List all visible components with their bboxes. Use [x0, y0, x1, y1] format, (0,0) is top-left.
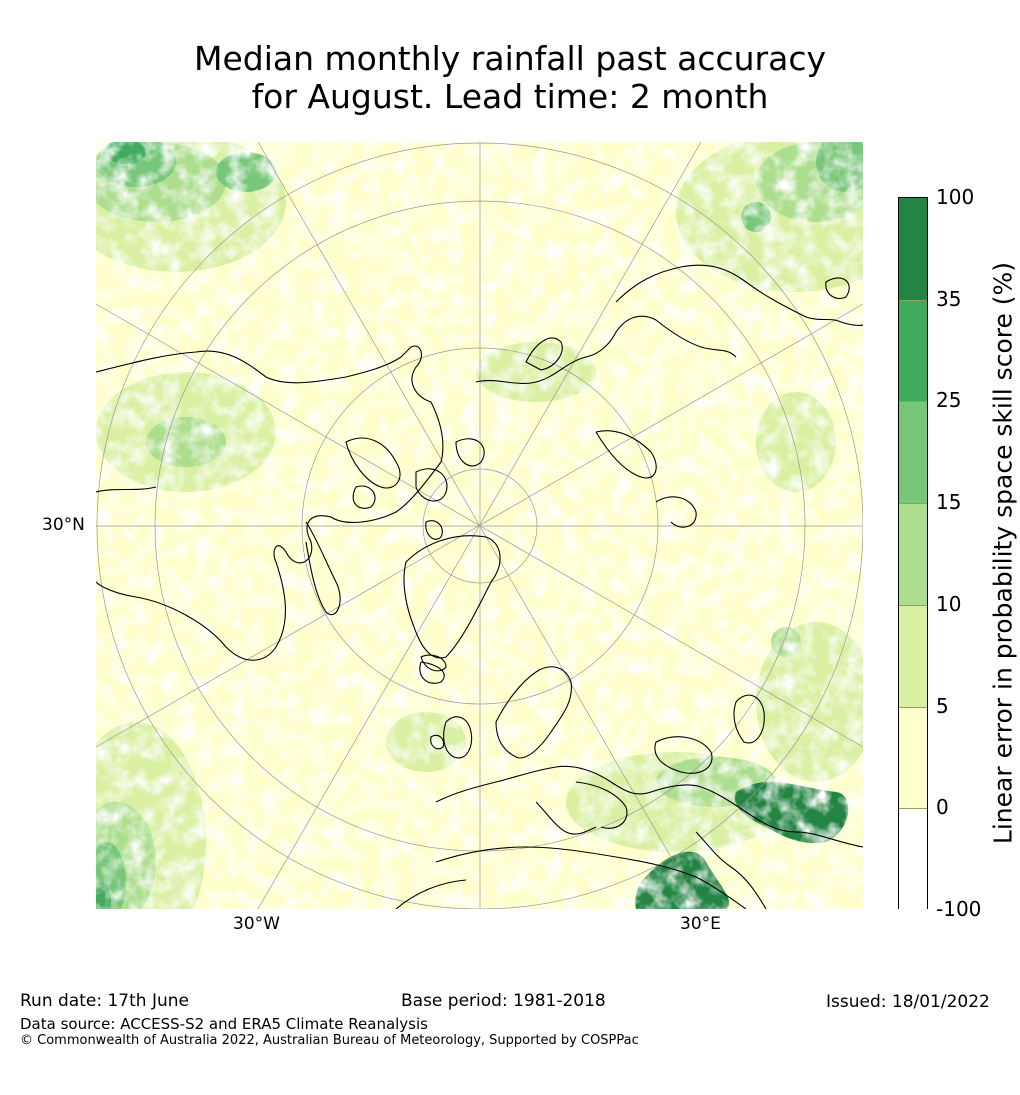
issued-date: Issued: 18/01/2022 [826, 992, 990, 1012]
colorbar-tick-label: 10 [936, 591, 962, 616]
colorbar-bin [899, 299, 927, 402]
run-date: Run date: 17th June [20, 991, 189, 1011]
colorbar-bin [899, 808, 927, 910]
colorbar-tick-label: 25 [936, 388, 962, 413]
colorbar-tick-label: -100 [936, 897, 982, 921]
lon-label-30e: 30°E [680, 914, 721, 934]
colorbar-bin [899, 503, 927, 605]
base-period: Base period: 1981-2018 [401, 991, 606, 1011]
lat-label-30n: 30°N [42, 515, 85, 535]
colorbar-tick-label: 15 [936, 490, 962, 515]
colorbar-bin [899, 604, 927, 707]
colorbar-bin [899, 198, 927, 300]
polar-map [96, 142, 863, 909]
chart-title: Median monthly rainfall past accuracy fo… [0, 40, 1020, 116]
data-source: Data source: ACCESS-S2 and ERA5 Climate … [20, 1015, 428, 1033]
colorbar [898, 197, 928, 910]
colorbar-tick-label: 35 [936, 286, 962, 311]
map-canvas [96, 142, 863, 909]
colorbar-tick-label: 0 [936, 795, 949, 820]
colorbar-bin [899, 706, 927, 809]
title-line-2: for August. Lead time: 2 month [251, 77, 769, 116]
colorbar-label: Linear error in probability space skill … [988, 261, 1018, 845]
title-line-1: Median monthly rainfall past accuracy [193, 39, 827, 78]
lon-label-30w: 30°W [233, 914, 280, 934]
copyright: © Commonwealth of Australia 2022, Austra… [20, 1033, 639, 1048]
coastlines [96, 264, 863, 909]
colorbar-tick-label: 5 [936, 693, 949, 718]
colorbar-tick-label: 100 [936, 185, 975, 209]
colorbar-bin [899, 401, 927, 504]
